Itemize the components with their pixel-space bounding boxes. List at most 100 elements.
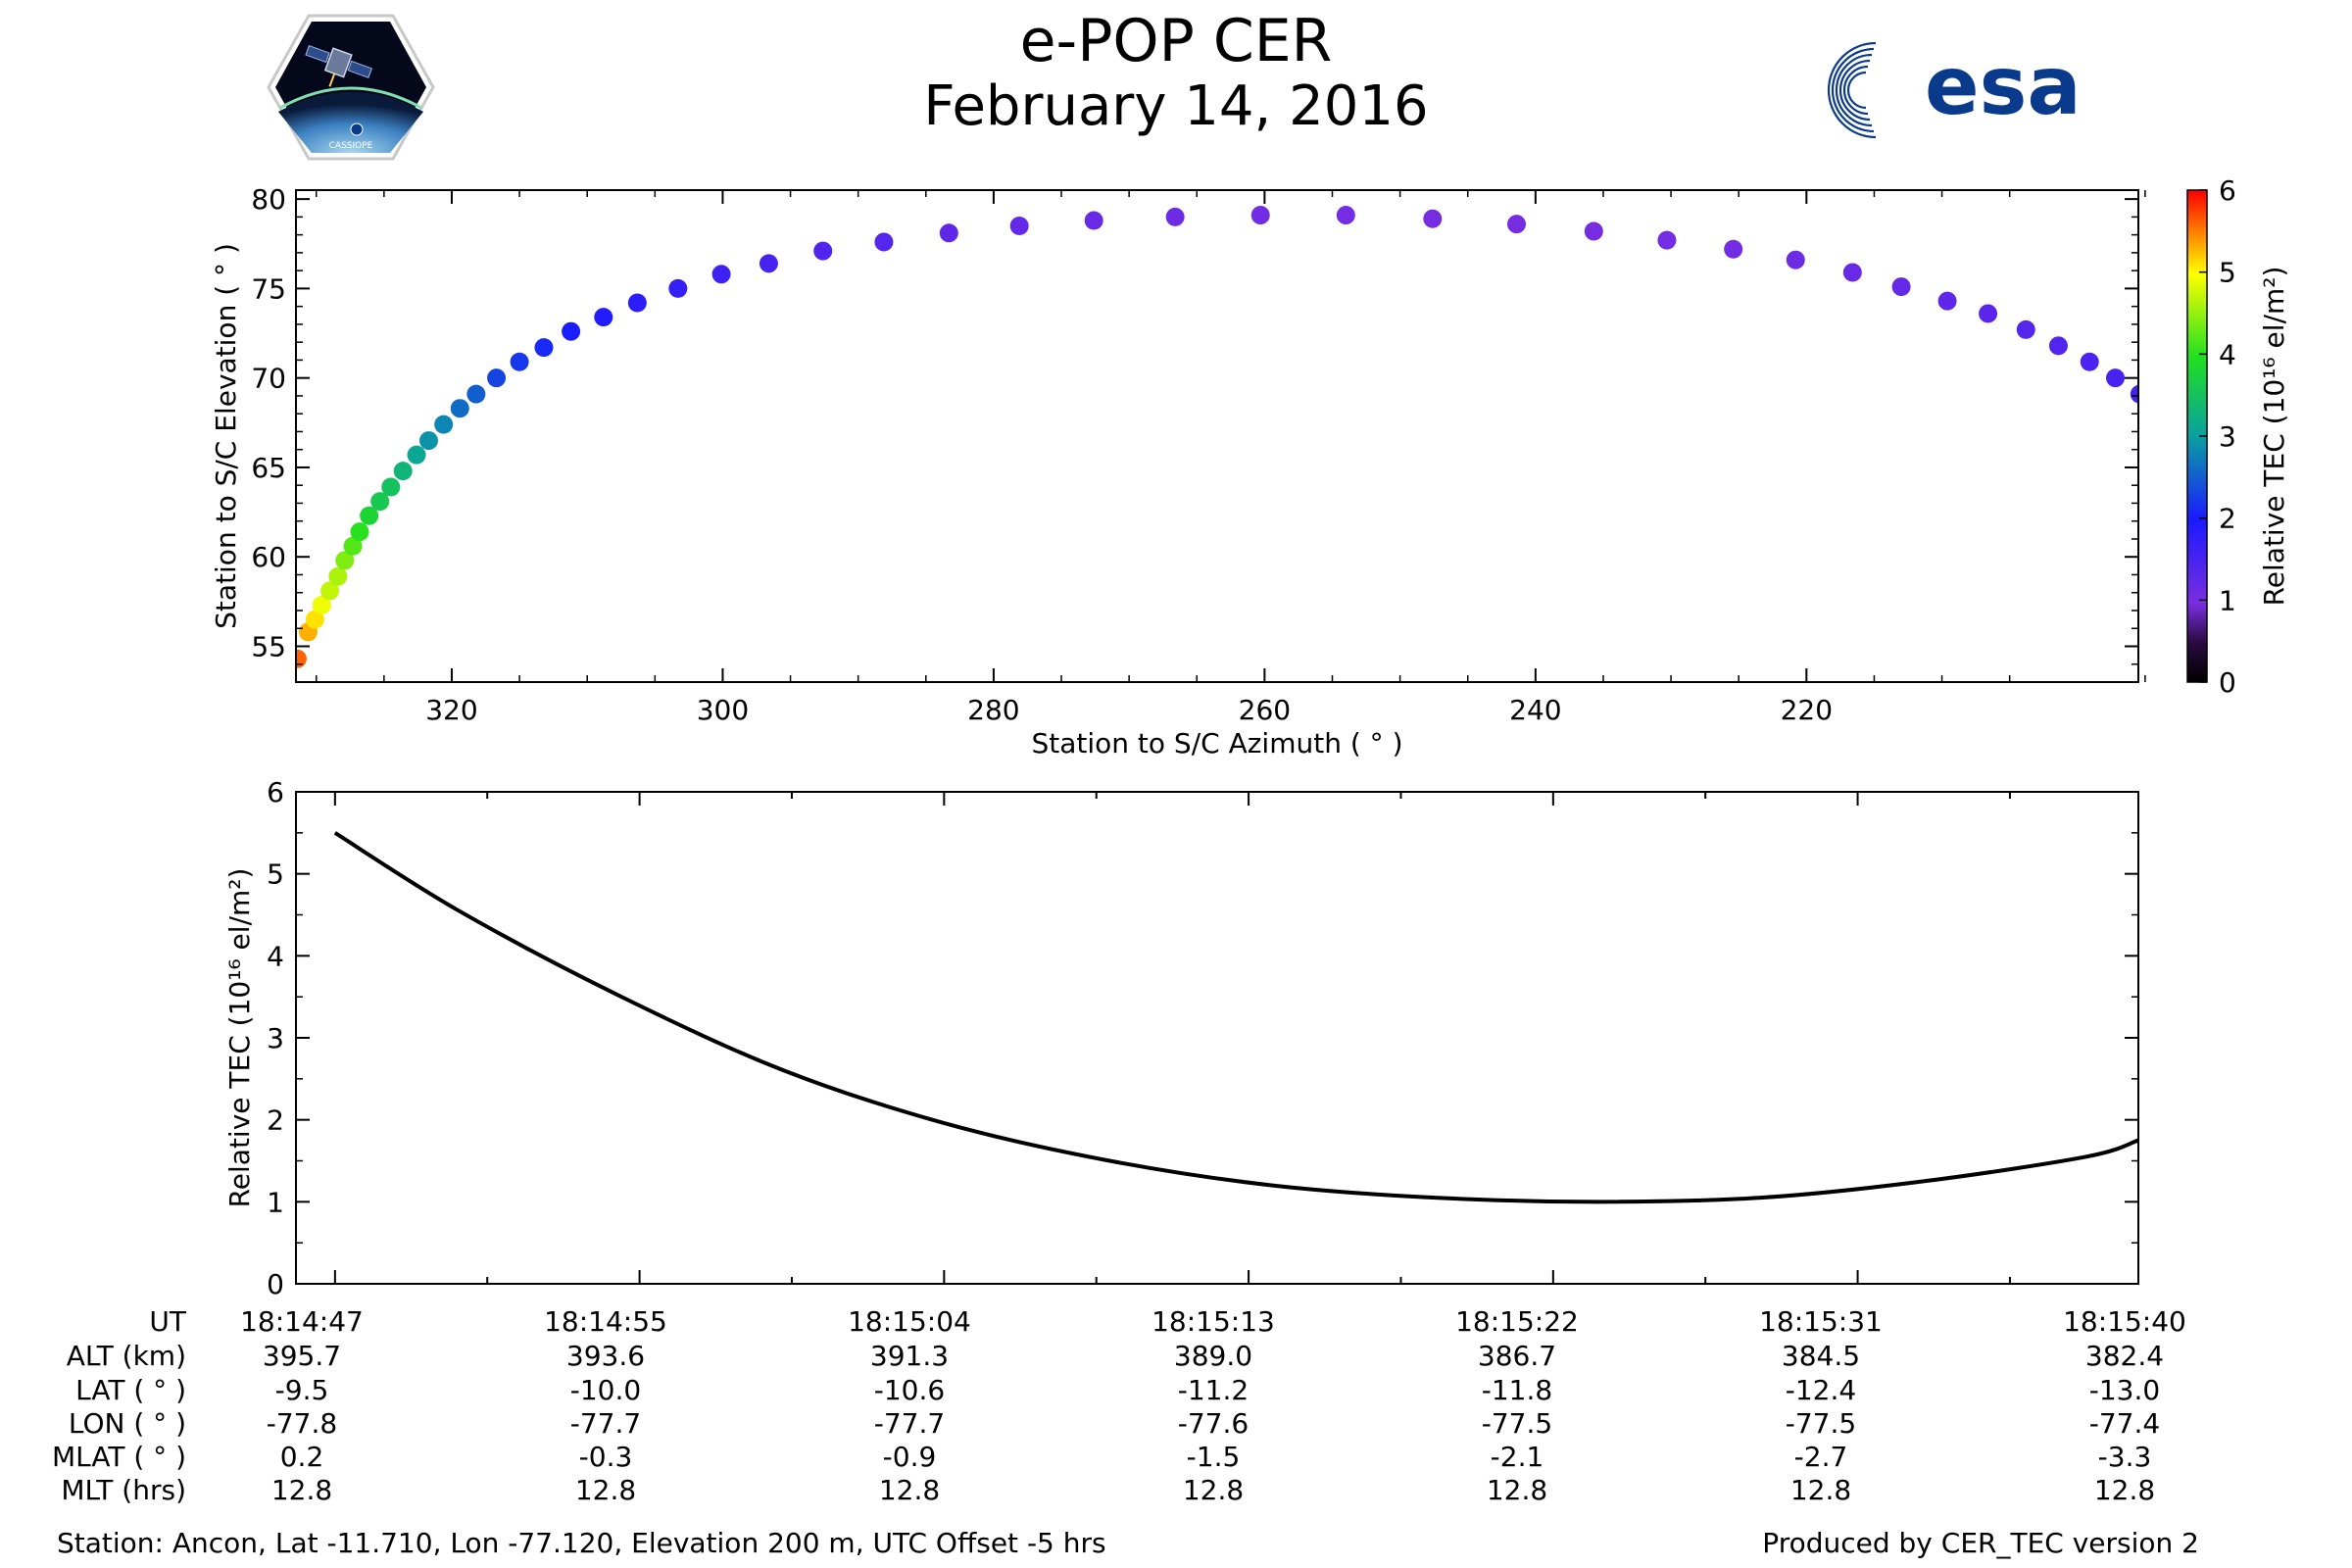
scatter-point: [627, 293, 647, 313]
cassiope-mission-logo-icon: CASSIOPE: [267, 14, 435, 161]
scatter-point: [1979, 304, 1998, 323]
info-row-label: MLT (hrs): [61, 1474, 186, 1506]
info-cell: 389.0: [1173, 1340, 1253, 1372]
x-tick-label: 260: [1239, 694, 1291, 726]
y-axis-label: Relative TEC (10¹⁶ el/m²): [223, 868, 256, 1208]
page-subtitle: February 14, 2016: [923, 74, 1429, 138]
info-cell: -0.9: [882, 1441, 937, 1473]
scatter-point: [2080, 352, 2099, 371]
info-cell: 12.8: [574, 1474, 637, 1506]
info-cell: -77.8: [266, 1407, 338, 1440]
scatter-point: [1724, 239, 1743, 259]
scatter-point: [1336, 206, 1355, 225]
info-cell: 12.8: [270, 1474, 333, 1506]
station-info: Station: Ancon, Lat -11.710, Lon -77.120…: [57, 1527, 1106, 1559]
chart1-frame: [295, 189, 2139, 683]
y-tick-label: 70: [251, 363, 286, 395]
y-tick-label: 3: [267, 1022, 284, 1054]
y-tick-label: 5: [267, 858, 284, 891]
info-cell: 12.8: [1789, 1474, 1852, 1506]
colorbar-tick-label: 3: [2219, 420, 2236, 453]
scatter-point: [393, 462, 413, 481]
info-cell: 18:14:55: [544, 1305, 667, 1338]
scatter-point: [1786, 250, 1805, 270]
scatter-point: [510, 352, 529, 371]
scatter-point: [2048, 336, 2068, 356]
scatter-point: [360, 506, 379, 525]
scatter-point: [711, 265, 731, 284]
scatter-point: [874, 232, 894, 252]
info-row-label: LAT ( ° ): [75, 1374, 186, 1406]
scatter-point: [1842, 263, 1862, 282]
info-cell: -77.5: [1481, 1407, 1553, 1440]
y-tick-label: 2: [267, 1104, 284, 1137]
y-axis-label: Station to S/C Elevation ( ° ): [210, 243, 242, 629]
scatter-point: [2106, 368, 2125, 388]
info-cell: 393.6: [565, 1340, 646, 1372]
info-cell: -1.5: [1186, 1441, 1241, 1473]
colorbar-tick-label: 6: [2219, 174, 2236, 207]
scatter-point: [594, 308, 613, 327]
info-cell: 18:15:22: [1455, 1305, 1579, 1338]
scatter-point: [1250, 206, 1270, 225]
scatter-point: [813, 241, 833, 261]
esa-logo-text: esa: [1925, 40, 2082, 133]
info-cell: -2.1: [1490, 1441, 1544, 1473]
scatter-point: [1084, 211, 1103, 230]
scatter-point: [466, 384, 486, 404]
scatter-point: [939, 223, 958, 243]
info-cell: -11.8: [1481, 1374, 1553, 1406]
colorbar-tick-label: 5: [2219, 257, 2236, 289]
info-cell: 12.8: [1486, 1474, 1548, 1506]
scatter-point: [534, 338, 554, 358]
info-cell: 18:15:40: [2063, 1305, 2186, 1338]
info-cell: 12.8: [2093, 1474, 2156, 1506]
colorbar-tick-label: 2: [2219, 503, 2236, 535]
scatter-point: [343, 536, 363, 556]
info-cell: 391.3: [869, 1340, 950, 1372]
info-cell: 12.8: [878, 1474, 941, 1506]
y-tick-label: 55: [251, 630, 286, 662]
info-row-label: LON ( ° ): [68, 1407, 186, 1440]
info-cell: -10.6: [873, 1374, 946, 1406]
scatter-point: [1891, 277, 1911, 297]
scatter-point: [1657, 230, 1677, 250]
colorbar-tick-label: 1: [2219, 584, 2236, 616]
tec-series-line: [333, 831, 2139, 1204]
info-cell: -11.2: [1177, 1374, 1250, 1406]
colorbar-label: Relative TEC (10¹⁶ el/m²): [2258, 267, 2290, 607]
scatter-point: [320, 581, 340, 601]
scatter-point: [335, 551, 355, 570]
y-tick-label: 4: [267, 940, 284, 972]
scatter-point: [1584, 221, 1603, 241]
info-cell: -3.3: [2097, 1441, 2152, 1473]
info-cell: -0.3: [578, 1441, 633, 1473]
cassiope-logo-text: CASSIOPE: [329, 141, 373, 151]
info-cell: 12.8: [1182, 1474, 1245, 1506]
info-cell: 18:15:31: [1759, 1305, 1883, 1338]
producer-info: Produced by CER_TEC version 2: [1762, 1527, 2199, 1559]
scatter-point: [487, 368, 507, 388]
info-cell: 382.4: [2084, 1340, 2165, 1372]
info-cell: 0.2: [279, 1441, 324, 1473]
scatter-point: [2016, 319, 2035, 339]
page-title: e-POP CER: [1019, 7, 1333, 75]
scatter-point: [668, 278, 688, 298]
scatter-point: [759, 254, 778, 273]
info-cell: -77.5: [1785, 1407, 1857, 1440]
scatter-point: [1507, 215, 1526, 234]
tec-time-line-chart: 0 1 2 3 4 5 6 Relative TEC (10¹⁶ el/m²): [223, 776, 2139, 1300]
info-cell: 384.5: [1781, 1340, 1861, 1372]
y-tick-label: 1: [267, 1186, 284, 1218]
info-cell: 18:15:13: [1152, 1305, 1275, 1338]
scatter-point: [312, 596, 331, 615]
x-tick-label: 240: [1509, 694, 1561, 726]
info-cell: 395.7: [262, 1340, 342, 1372]
scatter-point: [2130, 384, 2138, 404]
scatter-point: [450, 399, 469, 418]
info-cell: -9.5: [274, 1374, 329, 1406]
info-cell: -77.6: [1177, 1407, 1250, 1440]
scatter-point: [1009, 217, 1029, 236]
